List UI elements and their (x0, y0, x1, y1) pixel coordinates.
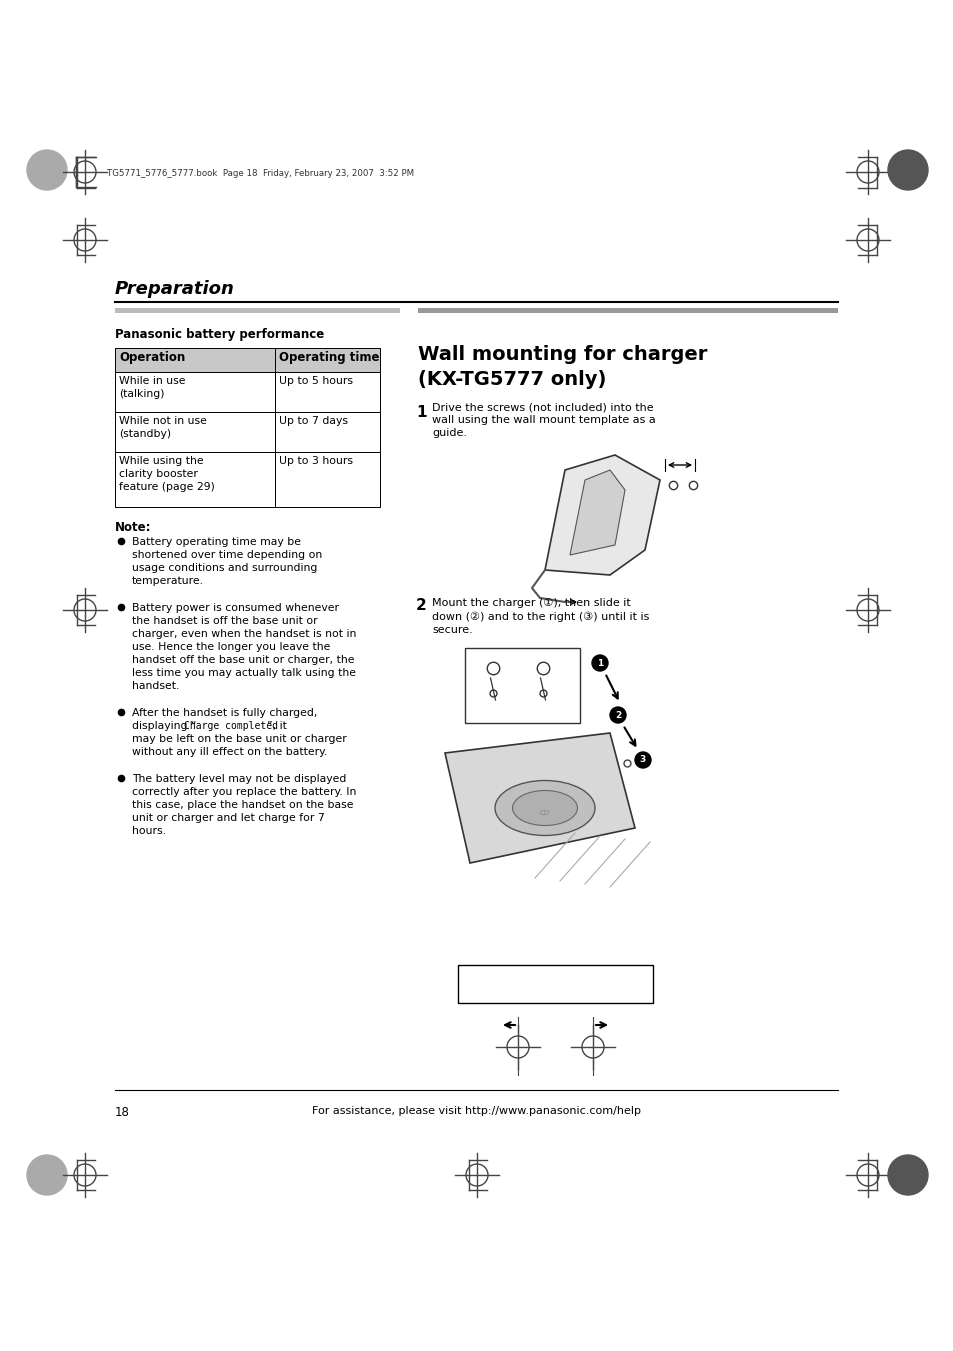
Text: Operating time: Operating time (278, 351, 379, 363)
Text: TG5771_5776_5777.book  Page 18  Friday, February 23, 2007  3:52 PM: TG5771_5776_5777.book Page 18 Friday, Fe… (107, 169, 414, 177)
Circle shape (592, 655, 607, 671)
Text: For assistance, please visit http://www.panasonic.com/help: For assistance, please visit http://www.… (313, 1106, 640, 1116)
FancyBboxPatch shape (464, 648, 579, 723)
Text: Battery operating time may be
shortened over time depending on
usage conditions : Battery operating time may be shortened … (132, 536, 322, 586)
Text: The battery level may not be displayed
correctly after you replace the battery. : The battery level may not be displayed c… (132, 774, 356, 836)
Text: ”, it: ”, it (267, 721, 287, 731)
Circle shape (27, 150, 67, 190)
Text: CD: CD (539, 811, 550, 816)
Text: without any ill effect on the battery.: without any ill effect on the battery. (132, 747, 327, 757)
Text: Preparation: Preparation (115, 280, 234, 299)
Text: may be left on the base unit or charger: may be left on the base unit or charger (132, 734, 346, 744)
Text: 18: 18 (115, 1106, 130, 1119)
FancyBboxPatch shape (457, 965, 652, 1002)
Circle shape (887, 150, 927, 190)
Text: While in use
(talking): While in use (talking) (119, 376, 185, 399)
Text: 1: 1 (416, 405, 426, 420)
FancyBboxPatch shape (115, 412, 274, 453)
FancyBboxPatch shape (274, 453, 379, 507)
Text: 2: 2 (615, 711, 620, 720)
Circle shape (887, 1155, 927, 1196)
Text: 3: 3 (639, 755, 645, 765)
Text: Up to 3 hours: Up to 3 hours (278, 457, 353, 466)
Text: While not in use
(standby): While not in use (standby) (119, 416, 207, 439)
FancyBboxPatch shape (115, 308, 399, 313)
Text: Wall mounting for charger: Wall mounting for charger (417, 345, 706, 363)
Circle shape (27, 1155, 67, 1196)
Ellipse shape (512, 790, 577, 825)
Circle shape (635, 753, 650, 767)
Circle shape (609, 707, 625, 723)
Text: 2: 2 (416, 598, 426, 613)
Text: Panasonic battery performance: Panasonic battery performance (115, 328, 324, 340)
Text: displaying “: displaying “ (132, 721, 196, 731)
Polygon shape (444, 734, 635, 863)
FancyBboxPatch shape (274, 372, 379, 412)
Text: Up to 5 hours: Up to 5 hours (278, 376, 353, 386)
FancyBboxPatch shape (274, 412, 379, 453)
Text: 1: 1 (597, 658, 602, 667)
FancyBboxPatch shape (115, 453, 274, 507)
FancyBboxPatch shape (115, 372, 274, 412)
Text: After the handset is fully charged,: After the handset is fully charged, (132, 708, 317, 717)
Text: Charge completed: Charge completed (184, 721, 277, 731)
Text: (KX-TG5777 only): (KX-TG5777 only) (417, 370, 606, 389)
Text: While using the
clarity booster
feature (page 29): While using the clarity booster feature … (119, 457, 214, 492)
Ellipse shape (495, 781, 595, 835)
Polygon shape (569, 470, 624, 555)
Polygon shape (544, 455, 659, 576)
Text: Mount the charger (①), then slide it
down (②) and to the right (③) until it is
s: Mount the charger (①), then slide it dow… (432, 598, 649, 635)
Text: Battery power is consumed whenever
the handset is off the base unit or
charger, : Battery power is consumed whenever the h… (132, 603, 356, 692)
FancyBboxPatch shape (115, 349, 379, 372)
Text: Operation: Operation (119, 351, 185, 363)
Text: Drive the screws (not included) into the
wall using the wall mount template as a: Drive the screws (not included) into the… (432, 403, 655, 439)
FancyBboxPatch shape (417, 308, 837, 313)
Text: Note:: Note: (115, 521, 152, 534)
Text: Up to 7 days: Up to 7 days (278, 416, 348, 426)
